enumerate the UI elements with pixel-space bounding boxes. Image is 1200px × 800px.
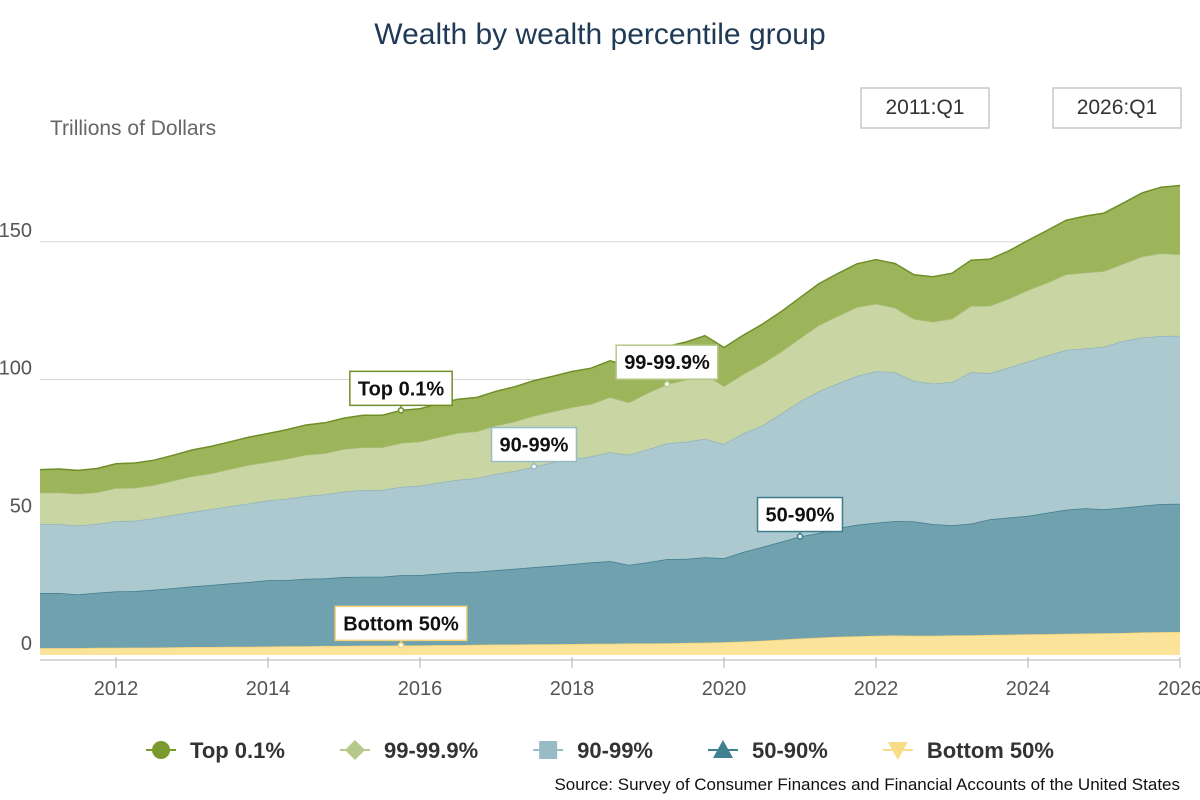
y-tick-label: 150: [0, 220, 32, 242]
legend-item-top-0-1[interactable]: Top 0.1%: [146, 738, 285, 763]
y-tick-label: 0: [21, 633, 32, 655]
area-99-99-9: [40, 253, 1180, 526]
area-50-90: [40, 503, 1180, 649]
x-tick-label: 2020: [702, 678, 747, 700]
callout-99-99-9: 99-99.9%: [615, 344, 719, 388]
circle-icon: [152, 741, 171, 759]
callout-top-0-1: Top 0.1%: [349, 370, 453, 414]
square-icon: [539, 741, 558, 759]
y-tick-label: 50: [10, 495, 32, 517]
callout-point: [663, 380, 671, 388]
x-tick-label: 2012: [94, 678, 139, 700]
callout-box: [349, 370, 453, 407]
legend-item-90-99[interactable]: 90-99%: [533, 738, 653, 763]
line-top-0-1: [39, 184, 1181, 472]
callout-label: 50-90%: [766, 505, 835, 527]
callout-point: [796, 533, 804, 540]
legend-label: 90-99%: [577, 738, 653, 763]
x-tick-label: 2014: [246, 678, 291, 700]
legend-item-50-90[interactable]: 50-90%: [708, 738, 828, 763]
callout-label: Bottom 50%: [343, 613, 459, 635]
callout-point: [397, 407, 405, 414]
end-date-box-frame: [1052, 87, 1182, 129]
x-axis: 2012 2014 2016 2018 2020 2022 2024 2026: [40, 657, 1200, 700]
legend-label: Bottom 50%: [927, 738, 1054, 763]
callout-point: [530, 463, 538, 470]
end-date-label: 2026:Q1: [1077, 96, 1158, 119]
start-date-label: 2011:Q1: [885, 96, 964, 119]
x-tick-label: 2026: [1158, 678, 1200, 700]
series-callouts: Top 0.1% 99-99.9% 90-99% 50-90% Bottom 50%: [334, 344, 844, 649]
start-date-box[interactable]: 2011:Q1: [860, 87, 990, 129]
start-date-box-frame: [860, 87, 990, 129]
x-tick-label: 2016: [398, 678, 443, 700]
chart-title: Wealth by wealth percentile group: [374, 18, 825, 51]
y-axis-ticks: 0 50 100 150: [0, 220, 32, 655]
x-tick-label: 2024: [1006, 678, 1051, 700]
area-90-99: [40, 335, 1180, 595]
callout-box: [490, 426, 578, 463]
source-note: Source: Survey of Consumer Finances and …: [554, 775, 1180, 794]
callout-label: 99-99.9%: [624, 352, 710, 374]
area-bottom-50: [40, 631, 1180, 655]
legend-label: 50-90%: [752, 738, 828, 763]
callout-label: Top 0.1%: [358, 378, 445, 400]
legend-item-99-99-9[interactable]: 99-99.9%: [339, 738, 478, 763]
y-tick-label: 100: [0, 358, 32, 380]
callout-box: [334, 605, 468, 642]
legend-item-bottom-50[interactable]: Bottom 50%: [882, 738, 1054, 763]
x-tick-label: 2022: [854, 678, 899, 700]
diamond-icon: [344, 740, 365, 760]
triangle-down-icon: [887, 742, 908, 760]
triangle-up-icon: [713, 740, 734, 758]
y-axis-label: Trillions of Dollars: [50, 117, 216, 140]
callout-label: 90-99%: [500, 435, 569, 457]
callout-90-99: 90-99%: [490, 426, 578, 470]
x-tick-label: 2018: [550, 678, 595, 700]
legend-label: Top 0.1%: [190, 738, 285, 763]
callout-point: [397, 642, 405, 649]
area-top-0-1: [40, 185, 1180, 494]
callout-box: [615, 344, 719, 380]
legend: Top 0.1% 99-99.9% 90-99% 50-90% Bottom 50%: [146, 738, 1054, 763]
plot-areas: [39, 184, 1181, 655]
callout-bottom-50: Bottom 50%: [334, 605, 468, 649]
callout-50-90: 50-90%: [756, 496, 844, 540]
legend-label: 99-99.9%: [384, 738, 478, 763]
end-date-box[interactable]: 2026:Q1: [1052, 87, 1182, 129]
